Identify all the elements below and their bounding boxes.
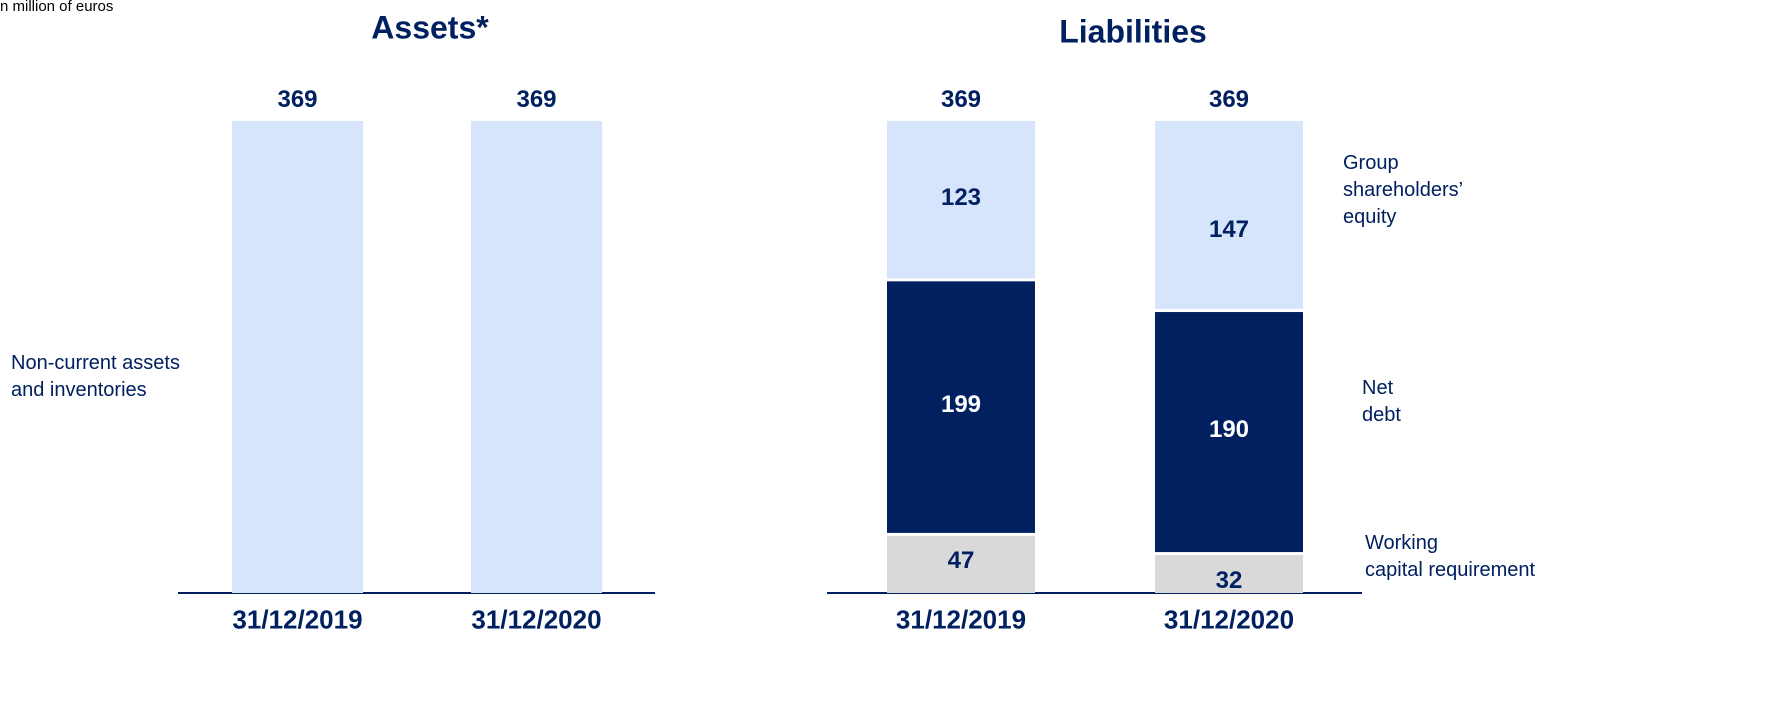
series-label: Group shareholders’ equity bbox=[1343, 152, 1464, 228]
x-tick-label: 31/12/2020 bbox=[1163, 604, 1295, 635]
x-tick-label: 31/12/2019 bbox=[895, 604, 1027, 635]
total-label: 369 bbox=[516, 85, 557, 113]
chart-title: Liabilities bbox=[1059, 13, 1207, 50]
bar-segment bbox=[1155, 555, 1303, 593]
value-label: 32 bbox=[1215, 566, 1243, 594]
value-label: 190 bbox=[1208, 415, 1250, 443]
x-tick-label: 31/12/2019 bbox=[232, 604, 363, 635]
value-label: 123 bbox=[940, 183, 982, 211]
bar-segment bbox=[887, 535, 1035, 593]
total-label: 369 bbox=[1208, 85, 1250, 113]
x-tick-label: 31/12/2020 bbox=[471, 604, 602, 635]
series-label: Non-current assets and inventories bbox=[11, 352, 180, 401]
bar-segment bbox=[1155, 312, 1303, 553]
bar-segment bbox=[887, 281, 1035, 533]
series-label: Net debt bbox=[1362, 377, 1401, 426]
total-label: 369 bbox=[277, 85, 318, 113]
bar-segment bbox=[471, 121, 602, 593]
bar-segment bbox=[887, 121, 1035, 279]
series-label: Working capital requirement bbox=[1365, 532, 1536, 581]
total-label: 369 bbox=[940, 85, 982, 113]
chart-title: Assets* bbox=[371, 9, 489, 46]
value-label: 199 bbox=[940, 390, 982, 418]
unit-note: n million of euros bbox=[0, 0, 114, 15]
value-label: 47 bbox=[947, 546, 975, 574]
value-label: 147 bbox=[1208, 215, 1250, 243]
bar-segment bbox=[232, 121, 363, 593]
bar-segment bbox=[1155, 121, 1303, 310]
